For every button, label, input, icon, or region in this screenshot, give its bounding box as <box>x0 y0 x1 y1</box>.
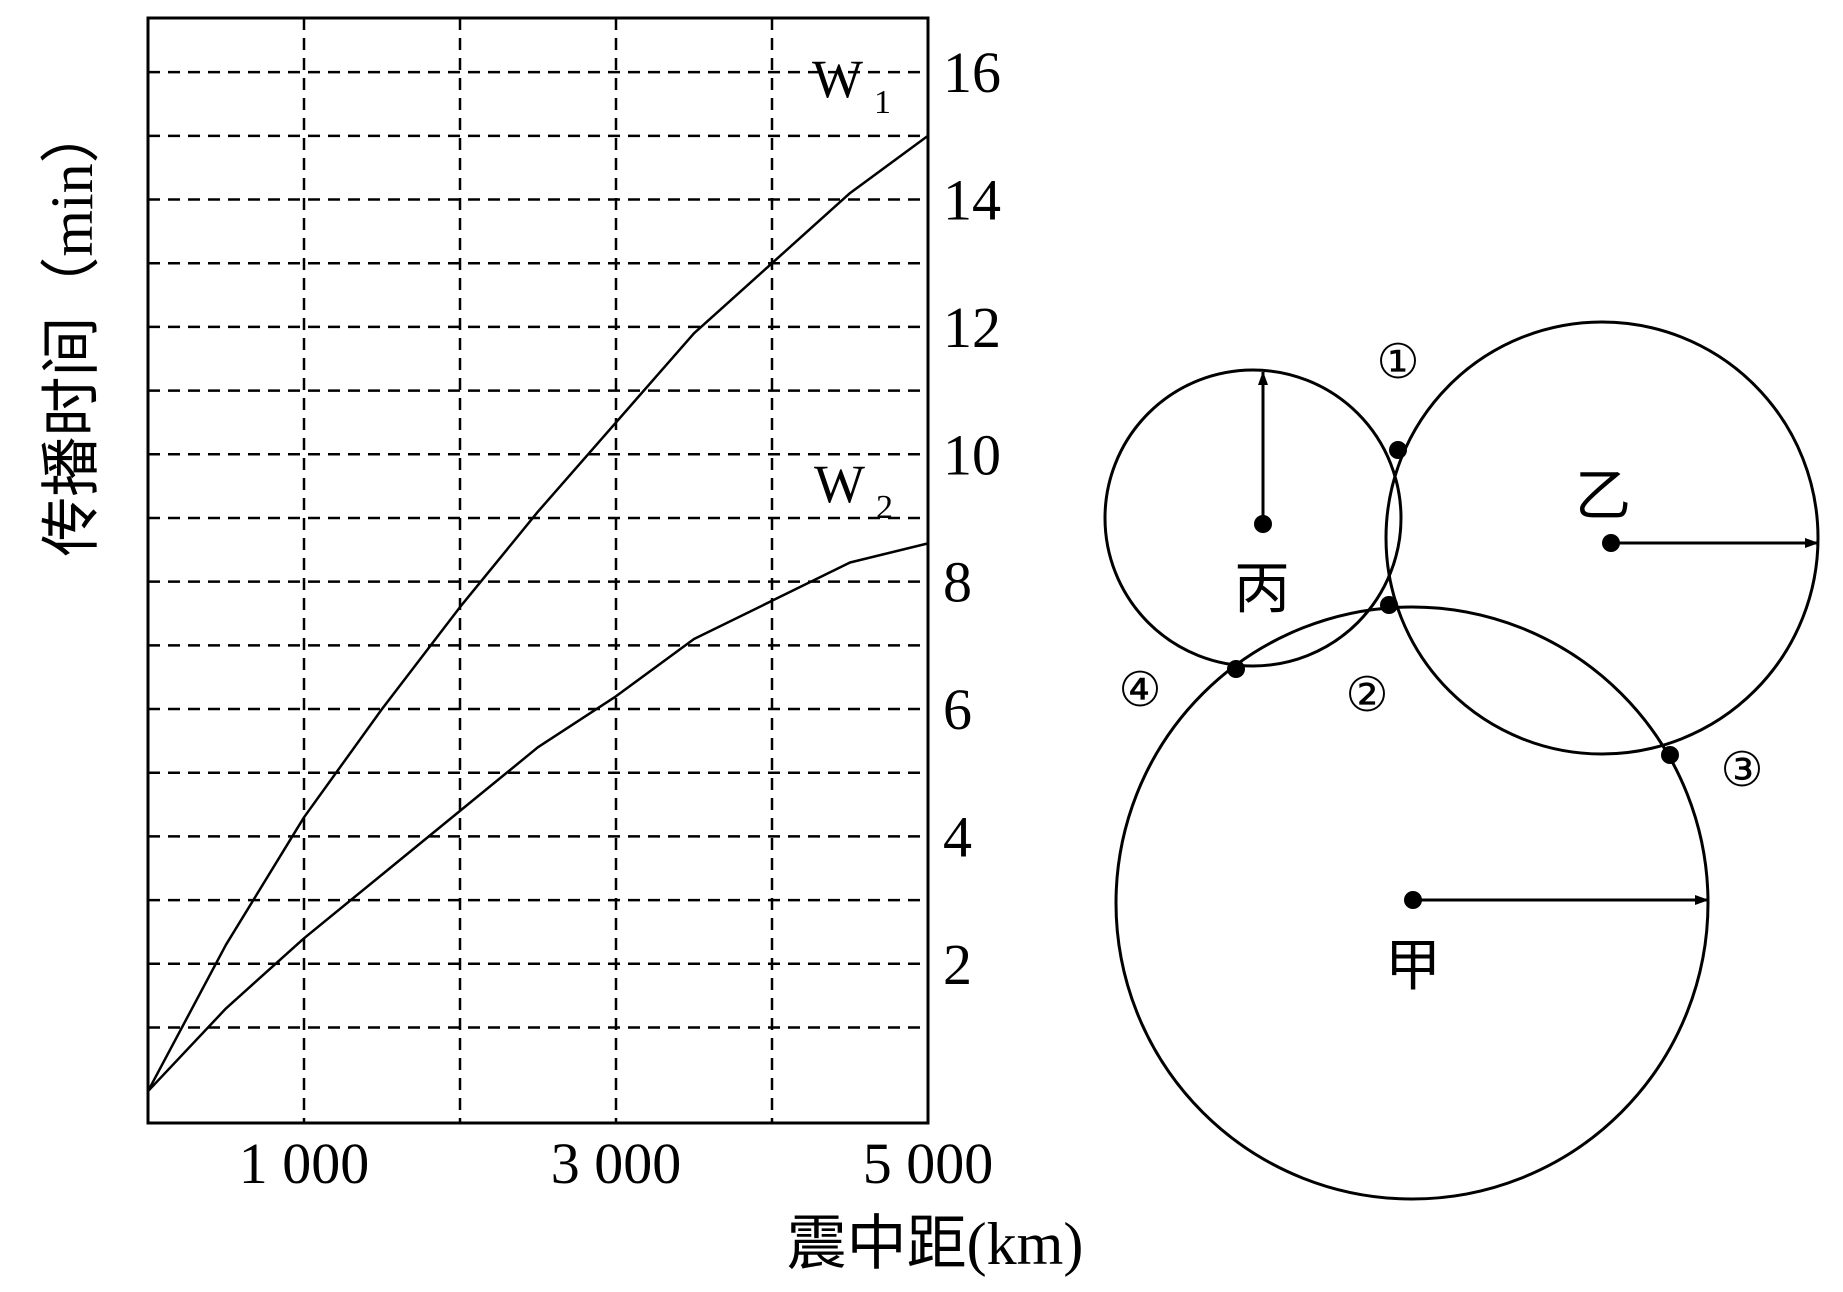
center-dot-jia <box>1404 891 1422 909</box>
circle-label-jia: 甲 <box>1385 936 1441 998</box>
chart-grid <box>148 18 928 1123</box>
intersection-dot-2 <box>1380 596 1398 614</box>
intersection-dot-4 <box>1227 660 1245 678</box>
y-tick-label: 8 <box>943 550 972 615</box>
y-tick-label: 4 <box>943 804 972 869</box>
series-label-1: W <box>812 49 863 109</box>
y-tick-labels: 2 4 6 8 10 12 14 16 <box>943 40 1001 997</box>
y-tick-label: 2 <box>943 932 972 997</box>
plot-frame <box>146 16 930 1125</box>
y-tick-label: 16 <box>943 40 1001 105</box>
series-line-1 <box>146 134 929 1092</box>
circle-label-bing: 丙 <box>1234 559 1290 621</box>
series-label-subscript-1: 1 <box>874 84 891 121</box>
center-dot-yi <box>1602 534 1620 552</box>
circle-yi <box>1384 320 1820 756</box>
y-axis-title: 传播时间（min） <box>39 103 105 556</box>
series-line-2 <box>147 542 929 1093</box>
intersection-dot-1 <box>1389 441 1407 459</box>
x-tick-label: 3 000 <box>551 1131 682 1196</box>
y-tick-label: 6 <box>943 677 972 742</box>
center-dot-bing <box>1254 515 1272 533</box>
y-tick-label: 14 <box>943 168 1001 233</box>
x-axis-title: 震中距(km) <box>787 1211 1084 1277</box>
circle-bing <box>1103 368 1403 668</box>
chart-series <box>146 134 929 1093</box>
x-tick-label: 5 000 <box>863 1131 994 1196</box>
x-tick-label: 1 000 <box>239 1131 370 1196</box>
series-label-2: W <box>814 454 865 514</box>
intersection-label-3: ③ <box>1720 744 1763 797</box>
intersection-label-4: ④ <box>1118 664 1161 717</box>
epicenter-circle-diagram: 丙 乙 甲 ① ② ③ ④ <box>1103 320 1820 1201</box>
intersection-label-1: ① <box>1376 336 1419 389</box>
circle-label-yi: 乙 <box>1575 466 1631 528</box>
series-label-subscript-2: 2 <box>876 489 893 526</box>
intersection-dot-3 <box>1661 746 1679 764</box>
intersection-label-2: ② <box>1345 669 1388 722</box>
y-tick-label: 10 <box>943 422 1001 487</box>
x-tick-labels: 1 000 3 000 5 000 <box>239 1131 994 1196</box>
y-tick-label: 12 <box>943 295 1001 360</box>
series-labels: W 1W 2 <box>812 49 893 526</box>
